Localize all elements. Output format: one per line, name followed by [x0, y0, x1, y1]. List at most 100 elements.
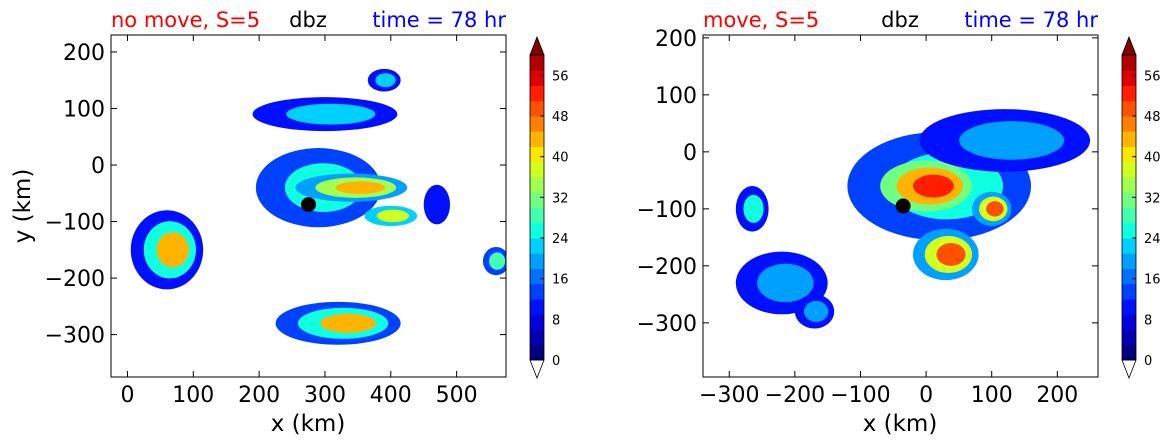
storm-center-marker: [301, 197, 316, 213]
colorbar-segment: [530, 192, 544, 208]
contour-level: [375, 73, 396, 88]
y-tick-label: −100: [637, 198, 697, 223]
title-left: no move, S=5: [111, 8, 260, 32]
x-axis-label: x (km): [271, 411, 346, 437]
y-tick-label: −200: [45, 267, 105, 292]
colorbar-tick-label: 0: [1144, 354, 1152, 369]
colorbar-segment: [1122, 131, 1136, 147]
x-tick-label: −100: [830, 383, 890, 408]
title-right: time = 78 hr: [964, 8, 1098, 32]
colorbar-frame: [529, 54, 545, 361]
contour-plot-no-move: [130, 68, 506, 345]
contour-level: [156, 232, 189, 268]
colorbar-segment: [530, 146, 544, 163]
colorbar-segment: [530, 100, 544, 117]
x-tick-label: 200: [1036, 383, 1078, 408]
colorbar-extend-max: [1121, 35, 1137, 56]
colorbar-segment: [1122, 161, 1136, 178]
x-axis-ticks: −300 −200 −100 0 100 200: [699, 35, 1078, 408]
reflectivity-northeast-field: [919, 109, 1091, 172]
y-tick-label: 0: [91, 154, 105, 179]
colorbar-segment: [1122, 207, 1136, 224]
y-tick-label: 100: [655, 84, 697, 109]
colorbar-segment: [1122, 253, 1136, 269]
x-tick-label: −200: [765, 383, 825, 408]
x-tick-label: 400: [370, 383, 412, 408]
colorbar-move: 0 8 16 24 32 40 48 56: [1121, 35, 1161, 380]
colorbar-segment: [530, 161, 544, 178]
colorbar-tick-label: 48: [1144, 110, 1161, 125]
colorbar-tick-label: 56: [1144, 69, 1161, 84]
colorbar-tick-label: 40: [1144, 151, 1161, 166]
y-tick-label: 200: [63, 41, 105, 66]
contour-level: [743, 194, 764, 223]
colorbar-tick-label: 8: [552, 313, 560, 328]
reflectivity-south-small-cell: [794, 294, 835, 329]
y-tick-label: −200: [637, 255, 697, 280]
colorbar-tick-label: 24: [1144, 232, 1161, 247]
y-axis-ticks: 200 100 0 −100 −200 −300: [45, 41, 506, 349]
colorbar-segment: [1122, 329, 1136, 346]
colorbar-segment: [1122, 146, 1136, 163]
colorbar-segment: [530, 70, 544, 86]
colorbar-segment: [530, 344, 544, 361]
title-left: move, S=5: [703, 8, 819, 32]
contour-level: [986, 201, 1004, 217]
x-axis-ticks: 0 100 200 300 400 500: [120, 35, 478, 408]
x-tick-label: −300: [699, 383, 759, 408]
colorbar-segment: [530, 116, 544, 132]
colorbar-tick-label: 8: [1144, 313, 1152, 328]
colorbar-segment: [530, 85, 544, 102]
colorbar-segment: [1122, 85, 1136, 102]
colorbar-segment: [1122, 299, 1136, 315]
colorbar-segment: [530, 329, 544, 346]
title-right: time = 78 hr: [372, 8, 506, 32]
reflectivity-northeast-cell: [367, 68, 401, 92]
y-tick-label: 200: [655, 27, 697, 52]
title-center: dbz: [881, 8, 919, 32]
x-tick-label: 0: [919, 383, 933, 408]
colorbar-segment: [1122, 283, 1136, 300]
contour-plot-move: [735, 109, 1091, 329]
colorbar-segment: [530, 131, 544, 147]
colorbar-segment: [530, 314, 544, 330]
contour-level: [959, 121, 1065, 160]
colorbar-segment: [1122, 100, 1136, 117]
reflectivity-spiral-band: [295, 173, 408, 202]
panel-no-move: 0 100 200 300 400 500 200 100 0 −100 −200 −300 no …: [10, 8, 507, 437]
reflectivity-west-cell: [130, 210, 204, 290]
colorbar-segment: [530, 207, 544, 224]
contour-level: [757, 263, 814, 303]
colorbar-segment: [1122, 70, 1136, 86]
storm-center-marker: [895, 198, 911, 214]
colorbar-extend-max: [529, 35, 545, 56]
colorbar-segment: [530, 268, 544, 285]
colorbar-segment: [530, 55, 544, 71]
reflectivity-far-east-cell: [482, 246, 506, 276]
y-axis-ticks: 200 100 0 −100 −200 −300: [637, 27, 1098, 337]
contour-level: [286, 103, 376, 125]
colorbar-extend-min: [529, 359, 545, 380]
colorbar-segment: [530, 222, 544, 239]
x-axis-label: x (km): [863, 411, 938, 437]
y-tick-label: −300: [637, 312, 697, 337]
contour-level: [804, 300, 829, 322]
y-tick-label: −300: [45, 324, 105, 349]
contour-level: [376, 209, 410, 223]
panel-move: −300 −200 −100 0 100 200 2001000−100−200−300 …: [637, 8, 1099, 437]
x-tick-label: 100: [172, 383, 214, 408]
colorbar-segment: [1122, 177, 1136, 193]
colorbar-segment: [530, 177, 544, 193]
colorbar-segment: [1122, 116, 1136, 132]
title-center: dbz: [289, 8, 327, 32]
colorbar-extend-min: [1121, 359, 1137, 380]
reflectivity-east-cell: [423, 184, 451, 225]
colorbar-segment: [1122, 55, 1136, 71]
plot-frame: [702, 34, 1099, 378]
colorbar-segment: [1122, 238, 1136, 254]
colorbar-tick-label: 32: [552, 191, 569, 206]
y-tick-label: 0: [683, 141, 697, 166]
colorbar-tick-label: 16: [1144, 273, 1161, 288]
colorbar-tick-label: 40: [552, 151, 569, 166]
colorbar-tick-label: 16: [552, 273, 569, 288]
